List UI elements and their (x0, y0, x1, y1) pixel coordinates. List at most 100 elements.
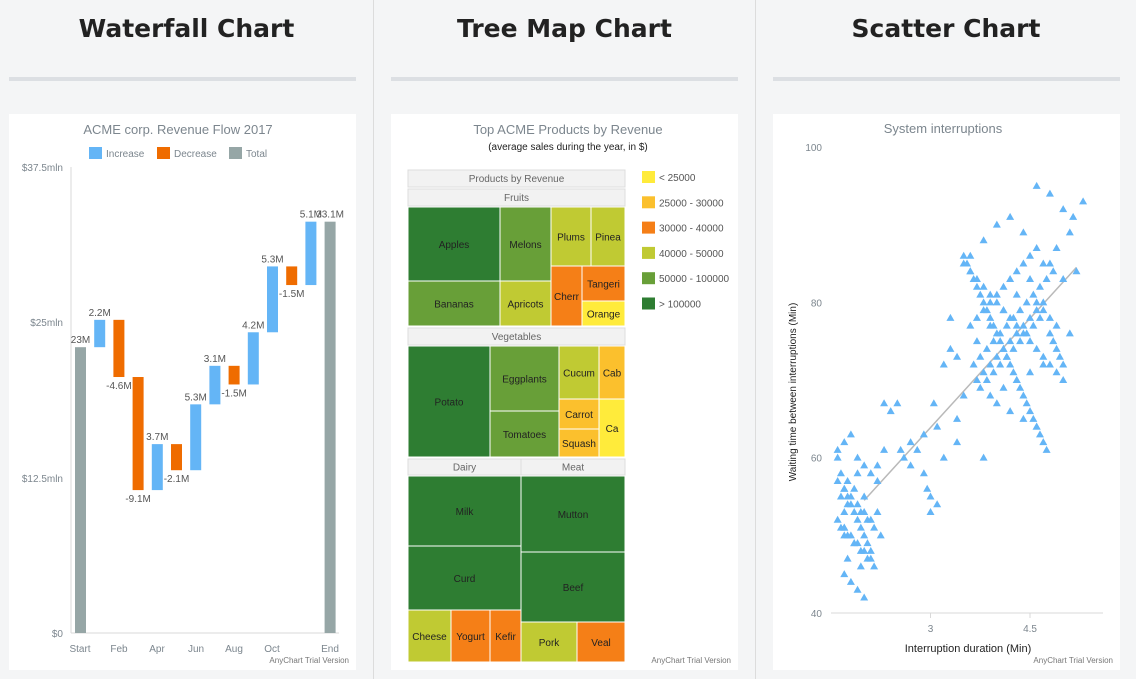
scatter-xtick-0: 3 (928, 624, 934, 635)
scatter-point-121 (972, 313, 981, 321)
scatter-point-163 (1009, 344, 1018, 352)
scatter-point-22 (833, 515, 842, 523)
scatter-point-187 (1032, 181, 1041, 189)
scatter-point-8 (860, 531, 869, 539)
scatter-point-135 (976, 352, 985, 360)
waterfall-bar-label-11: -1.5M (279, 289, 305, 300)
treemap-item-curd-label: Curd (454, 574, 476, 585)
scatter-point-203 (873, 461, 882, 469)
treemap-item-apricots-cell (499, 280, 552, 327)
scatter-point-43 (840, 570, 849, 578)
treemap-item-veal-cell (576, 621, 626, 663)
treemap-item-pork-label: Pork (539, 638, 561, 649)
scatter-heading: Scatter Chart (851, 14, 1041, 43)
legend-swatch-total (229, 147, 242, 159)
scatter-point-64 (919, 469, 928, 477)
scatter-point-29 (836, 492, 845, 500)
scatter-ticks: 40 60 80 100 3 4.5 (805, 143, 1037, 635)
treemap-chart[interactable]: Top ACME Products by Revenue (average sa… (391, 114, 738, 670)
scatter-ylabel: Waiting time between interruptions (Min) (788, 303, 799, 482)
treemap-item-bananas-cell (407, 280, 501, 327)
scatter-point-53 (840, 508, 849, 516)
scatter-point-146 (1049, 267, 1058, 275)
scatter-credit: AnyChart Trial Version (1033, 656, 1113, 665)
scatter-point-117 (1052, 368, 1061, 376)
waterfall-bar-6 (190, 404, 202, 471)
scatter-point-130 (1032, 298, 1041, 306)
scatter-point-34 (870, 523, 879, 531)
treemap-item-carrot-label: Carrot (565, 410, 593, 421)
scatter-point-147 (972, 376, 981, 383)
scatter-point-193 (999, 383, 1008, 391)
scatter-point-158 (976, 383, 985, 391)
scatter-point-44 (846, 577, 855, 585)
treemap-group-dairy-header-label: Dairy (453, 463, 476, 474)
scatter-point-127 (1012, 267, 1021, 275)
treemap-legend-swatch-5 (642, 297, 655, 310)
waterfall-bar-label-3: -9.1M (125, 494, 151, 505)
waterfall-bar-label-0: 23M (71, 335, 90, 346)
treemap-title: Top ACME Products by Revenue (473, 122, 662, 137)
treemap-item-cucum-label: Cucum (563, 369, 595, 380)
scatter-point-181 (999, 306, 1008, 314)
scatter-point-186 (1065, 228, 1074, 236)
scatter-chart[interactable]: System interruptions Waiting time betwee… (773, 114, 1120, 670)
treemap-item-plums-label: Plums (557, 233, 585, 244)
waterfall-bar-12 (305, 221, 317, 286)
scatter-point-90 (1019, 391, 1028, 399)
scatter-point-67 (929, 399, 938, 407)
scatter-point-129 (1026, 251, 1035, 259)
scatter-column: Scatter Chart System interruptions Waiti… (756, 0, 1136, 679)
scatter-point-150 (992, 352, 1001, 360)
scatter-point-12 (846, 492, 855, 500)
treemap-legend-swatch-2 (642, 221, 655, 234)
scatter-point-9 (863, 539, 872, 547)
scatter-point-6 (853, 515, 862, 523)
scatter-point-182 (1012, 290, 1021, 298)
treemap-item-yogurt-cell (450, 609, 491, 663)
scatter-point-179 (972, 337, 981, 345)
scatter-point-59 (893, 399, 902, 407)
scatter-point-192 (986, 391, 995, 399)
scatter-point-169 (979, 236, 988, 244)
scatter-point-197 (926, 492, 935, 500)
scatter-point-28 (873, 508, 882, 516)
waterfall-bar-label-7: 3.1M (204, 354, 226, 365)
scatter-point-116 (1045, 360, 1054, 368)
scatter-point-177 (946, 344, 955, 352)
treemap-legend-label-4: 50000 - 100000 (659, 274, 730, 285)
waterfall-bar-label-1: 2.2M (89, 308, 111, 319)
treemap-item-cheese-cell (407, 609, 452, 663)
treemap-legend[interactable]: < 25000 25000 - 30000 30000 - 40000 40000 -… (642, 171, 730, 311)
scatter-point-159 (982, 376, 991, 383)
treemap-item-squash-cell (558, 428, 600, 458)
scatter-point-107 (986, 290, 995, 298)
treemap-item-tangeri-cell (581, 265, 626, 302)
waterfall-ytick-2: $25mln (30, 318, 63, 329)
scatter-point-48 (843, 554, 852, 562)
scatter-point-78 (979, 298, 988, 306)
waterfall-bar-label-5: -2.1M (164, 474, 190, 485)
scatter-point-200 (919, 430, 928, 438)
scatter-point-11 (840, 484, 849, 492)
scatter-point-118 (1059, 376, 1068, 383)
scatter-ytick-1: 60 (811, 454, 823, 465)
scatter-point-136 (982, 344, 991, 352)
scatter-point-137 (989, 337, 998, 345)
treemap-group-vegetables-header-label: Vegetables (492, 332, 542, 343)
scatter-point-106 (979, 282, 988, 290)
treemap-legend-label-1: 25000 - 30000 (659, 198, 724, 209)
scatter-point-37 (840, 438, 849, 446)
scatter-point-208 (1006, 407, 1015, 415)
scatter-point-38 (846, 430, 855, 438)
waterfall-chart[interactable]: ACME corp. Revenue Flow 2017 Increase De… (9, 114, 356, 670)
treemap-item-eggplants-label: Eggplants (502, 375, 546, 386)
treemap-item-tomatoes-label: Tomatoes (503, 430, 546, 441)
waterfall-legend[interactable]: Increase Decrease Total (89, 147, 267, 160)
treemap-item-beef-cell (520, 551, 626, 623)
scatter-point-87 (1009, 368, 1018, 376)
scatter-point-1 (836, 469, 845, 477)
scatter-point-68 (933, 500, 942, 508)
scatter-point-161 (996, 360, 1005, 368)
scatter-point-31 (850, 484, 859, 492)
